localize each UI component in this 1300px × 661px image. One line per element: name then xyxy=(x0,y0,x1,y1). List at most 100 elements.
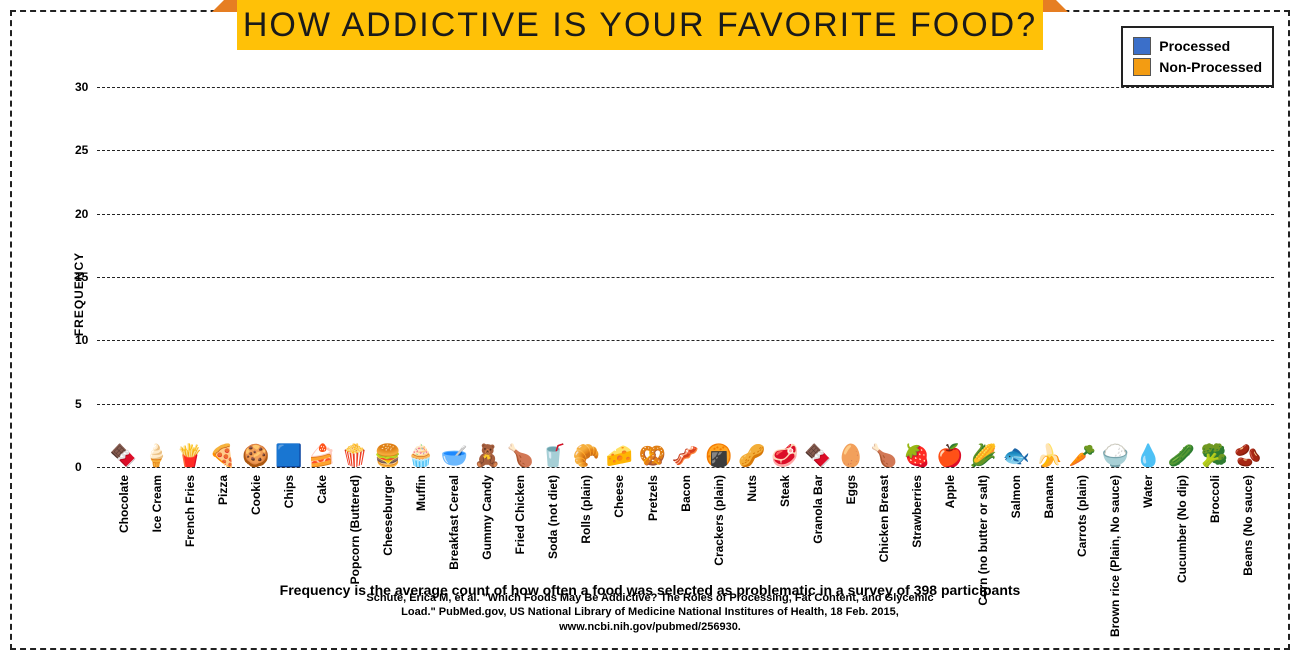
x-category-label: Gummy Candy xyxy=(480,475,494,560)
bar-column: 🍟French Fries xyxy=(173,445,206,467)
food-icon: 🥩 xyxy=(771,445,799,467)
bar-column: 🫘Beans (No sauce) xyxy=(1231,445,1264,467)
y-tick-label: 25 xyxy=(75,143,88,157)
bar-column: 🥓Bacon xyxy=(669,445,702,467)
legend-label: Non-Processed xyxy=(1159,59,1262,75)
x-category-label: Cheeseburger xyxy=(381,475,395,556)
bar-column: 💧Water xyxy=(1132,445,1165,467)
x-category-label: Popcorn (Buttered) xyxy=(348,475,362,584)
x-category-label: Nuts xyxy=(745,475,759,502)
x-category-label: Breakfast Cereal xyxy=(447,475,461,570)
ribbon-fold-left xyxy=(212,0,237,12)
bar-column: 🍌Banana xyxy=(1033,445,1066,467)
legend-swatch xyxy=(1133,58,1151,76)
food-icon: 🥒 xyxy=(1168,445,1196,467)
food-icon: 🧁 xyxy=(407,445,435,467)
x-category-label: Pizza xyxy=(216,475,230,505)
food-icon: 🍓 xyxy=(903,445,931,467)
bar-column: 🥣Breakfast Cereal xyxy=(438,445,471,467)
chart-frame: HOW ADDICTIVE IS YOUR FAVORITE FOOD? Pro… xyxy=(10,10,1290,650)
bar-column: 🍎Apple xyxy=(934,445,967,467)
food-icon: 🍿 xyxy=(341,445,369,467)
gridline xyxy=(97,277,1274,278)
x-category-label: Ice Cream xyxy=(150,475,164,532)
legend-item: Processed xyxy=(1133,37,1262,55)
food-icon: 🥐 xyxy=(572,445,600,467)
x-category-label: Chips xyxy=(282,475,296,508)
legend-label: Processed xyxy=(1159,38,1230,54)
food-icon: 🥨 xyxy=(639,445,667,467)
food-icon: 🥕 xyxy=(1068,445,1096,467)
food-icon: 🍌 xyxy=(1035,445,1063,467)
legend-item: Non-Processed xyxy=(1133,58,1262,76)
x-category-label: Pretzels xyxy=(646,475,660,521)
food-icon: 🥓 xyxy=(672,445,700,467)
y-tick-label: 10 xyxy=(75,333,88,347)
bar-column: 🧁Muffin xyxy=(405,445,438,467)
food-icon: 🍦 xyxy=(143,445,171,467)
x-category-label: Fried Chicken xyxy=(513,475,527,554)
x-category-label: Cookie xyxy=(249,475,263,515)
x-category-label: Beans (No sauce) xyxy=(1241,475,1255,576)
food-icon: 🍪 xyxy=(242,445,270,467)
food-icon: 🥣 xyxy=(440,445,468,467)
food-icon: 🧸 xyxy=(473,445,501,467)
x-category-label: Steak xyxy=(778,475,792,507)
y-tick-label: 15 xyxy=(75,270,88,284)
bar-column: 🍦Ice Cream xyxy=(140,445,173,467)
citation-line: www.ncbi.nih.gov/pubmed/256930. xyxy=(12,620,1288,634)
ribbon-fold-right xyxy=(1043,0,1068,12)
plot-area: 🍫Chocolate🍦Ice Cream🍟French Fries🍕Pizza🍪… xyxy=(97,87,1274,467)
x-category-label: Chicken Breast xyxy=(877,475,891,562)
bar-column: 🥩Steak xyxy=(768,445,801,467)
food-icon: 🍰 xyxy=(308,445,336,467)
food-icon: 🍔 xyxy=(374,445,402,467)
gridline xyxy=(97,340,1274,341)
bar-column: 🍰Cake xyxy=(305,445,338,467)
x-category-label: Broccoli xyxy=(1208,475,1222,523)
x-category-label: Rolls (plain) xyxy=(579,475,593,544)
x-category-label: Banana xyxy=(1042,475,1056,518)
food-icon: 🟦 xyxy=(275,445,303,467)
gridline xyxy=(97,87,1274,88)
bar-column: 🧀Cheese xyxy=(603,445,636,467)
food-icon: 🌽 xyxy=(969,445,997,467)
food-icon: 🍚 xyxy=(1101,445,1129,467)
gridline xyxy=(97,150,1274,151)
legend-swatch xyxy=(1133,37,1151,55)
bar-column: 🟦Chips xyxy=(272,445,305,467)
gridline xyxy=(97,214,1274,215)
food-icon: 🍗 xyxy=(506,445,534,467)
y-tick-label: 0 xyxy=(75,460,82,474)
food-icon: 🍎 xyxy=(936,445,964,467)
bar-column: 🍓Strawberries xyxy=(901,445,934,467)
title-ribbon-wrap: HOW ADDICTIVE IS YOUR FAVORITE FOOD? xyxy=(212,0,1068,50)
bar-column: 🍕Pizza xyxy=(206,445,239,467)
bar-column: 🍚Brown rice (Plain, No sauce) xyxy=(1099,445,1132,467)
x-category-label: Soda (not diet) xyxy=(546,475,560,559)
food-icon: 🍟 xyxy=(176,445,204,467)
citation-text: Schute, Erica M, et al. "Which Foods May… xyxy=(12,591,1288,634)
x-category-label: Cucumber (No dip) xyxy=(1175,475,1189,583)
bar-column: 🍿Popcorn (Buttered) xyxy=(338,445,371,467)
x-category-label: Apple xyxy=(943,475,957,508)
bar-column: 🥦Broccoli xyxy=(1198,445,1231,467)
food-icon: 🥚 xyxy=(837,445,865,467)
food-icon: 💧 xyxy=(1134,445,1162,467)
x-category-label: Salmon xyxy=(1009,475,1023,518)
food-icon: 🫘 xyxy=(1234,445,1262,467)
gridline xyxy=(97,467,1274,468)
bar-column: 🌽Corn (no butter or salt) xyxy=(967,445,1000,467)
citation-line: Load." PubMed.gov, US National Library o… xyxy=(12,605,1288,619)
food-icon: 🍫 xyxy=(110,445,138,467)
bar-column: 🍘Crackers (plain) xyxy=(702,445,735,467)
food-icon: 🍘 xyxy=(705,445,733,467)
bar-column: 🥒Cucumber (No dip) xyxy=(1165,445,1198,467)
x-category-label: Eggs xyxy=(844,475,858,504)
bar-column: 🥨Pretzels xyxy=(636,445,669,467)
bar-column: 🍗Chicken Breast xyxy=(867,445,900,467)
bar-column: 🐟Salmon xyxy=(1000,445,1033,467)
food-icon: 🥤 xyxy=(539,445,567,467)
food-icon: 🐟 xyxy=(1002,445,1030,467)
legend-box: Processed Non-Processed xyxy=(1121,26,1274,87)
